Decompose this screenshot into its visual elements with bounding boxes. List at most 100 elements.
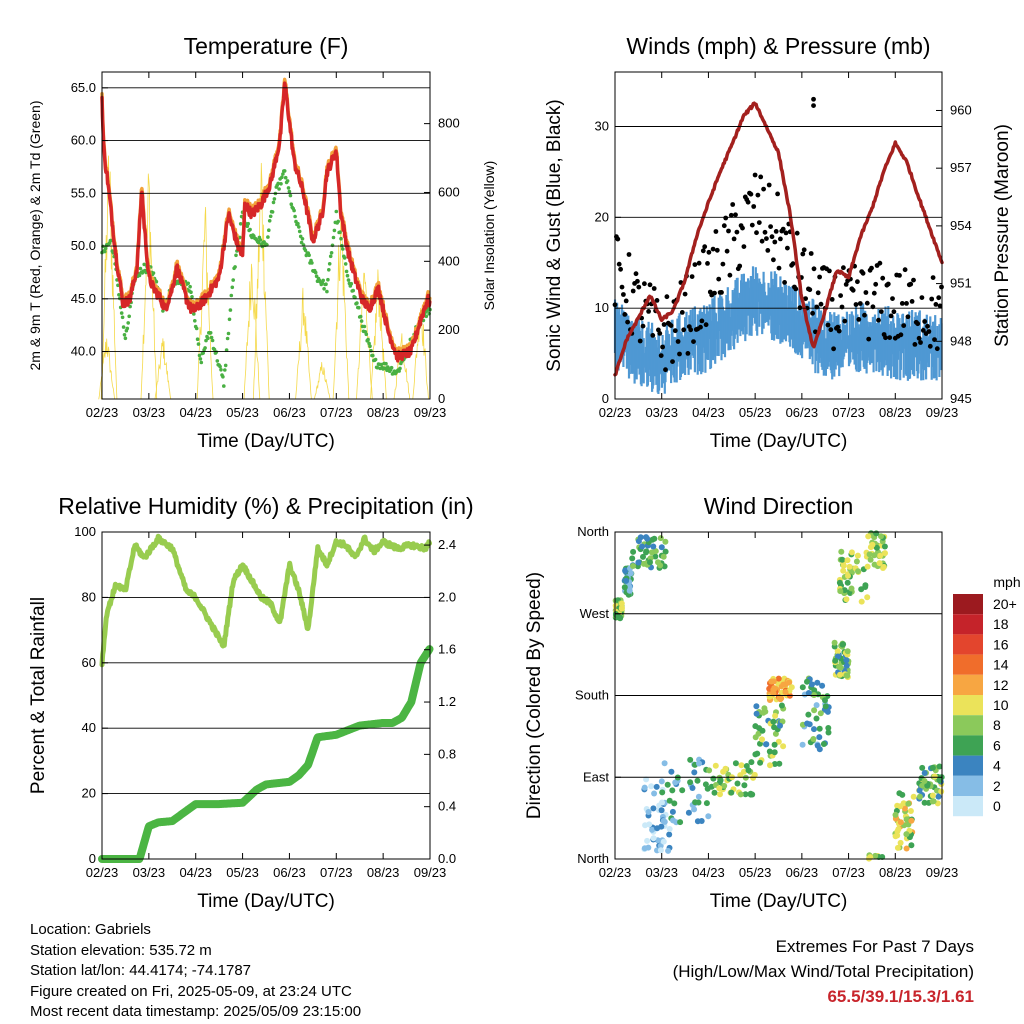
wind-direction-point (662, 548, 669, 555)
x-tick-label-0-5: 07/23 (320, 405, 353, 420)
wind-direction-point (671, 800, 678, 807)
legend-swatch-8 (953, 755, 983, 776)
gust-point (773, 229, 779, 234)
wind-direction-point (691, 806, 698, 813)
dewpoint-point (379, 362, 384, 367)
legend-label-5: 10 (993, 697, 1009, 713)
dewpoint-point (193, 319, 197, 323)
wind-direction-point (665, 847, 672, 854)
gust-point (768, 224, 773, 230)
wind-direction-point (777, 722, 783, 729)
dewpoint-point (368, 344, 372, 349)
solar-insolation-0 (98, 338, 115, 400)
wind-direction-point (666, 826, 673, 832)
wind-direction-point (780, 743, 787, 750)
dewpoint-point (199, 360, 204, 365)
wind-direction-point (761, 705, 768, 712)
wind-direction-point (930, 798, 937, 805)
chart-title-2: Relative Humidity (%) & Precipitation (i… (58, 493, 473, 519)
gust-point (616, 261, 622, 267)
gust-point (778, 236, 783, 242)
dewpoint-point (229, 293, 234, 298)
y-axis-label-0: 2m & 9m T (Red, Orange) & 2m Td (Green) (27, 101, 43, 371)
gust-point (640, 323, 646, 329)
wind-direction-point (650, 835, 657, 842)
dewpoint-point (355, 301, 359, 305)
gust-point (663, 367, 668, 373)
gust-point (692, 262, 698, 267)
gust-point (710, 246, 716, 252)
gust-point (841, 265, 846, 271)
gust-point (783, 230, 789, 236)
wind-direction-point (910, 793, 917, 800)
gust-point (915, 321, 921, 327)
wind-direction-point (901, 805, 908, 812)
dewpoint-point (219, 368, 223, 372)
dewpoint-point (285, 179, 290, 183)
wind-direction-point (652, 553, 659, 560)
gust-point (705, 261, 710, 266)
dewpoint-point (248, 227, 252, 232)
precipitation-line (98, 645, 434, 863)
y2-tick-label-2-1: 0.4 (438, 799, 456, 814)
wind-direction-point (695, 793, 702, 800)
dewpoint-point (358, 314, 363, 319)
gust-point (853, 302, 859, 307)
gust-point (877, 260, 883, 266)
gust-point (765, 248, 771, 253)
wind-direction-point (771, 741, 778, 748)
wind-direction-point (831, 639, 838, 646)
gust-point (731, 236, 737, 242)
gust-point (696, 260, 702, 266)
gust-point (658, 353, 664, 358)
wind-direction-point (658, 807, 665, 814)
solar-insolation-10 (356, 272, 373, 400)
wind-direction-point (694, 818, 701, 825)
x-tick-label-1-2: 04/23 (692, 405, 725, 420)
wind-direction-point (899, 791, 906, 798)
gust-point (790, 261, 796, 267)
gust-point (741, 244, 747, 250)
y2-tick-label-1-4: 957 (950, 160, 972, 175)
y-tick-label-3-0: North (577, 851, 609, 866)
gust-point (642, 281, 647, 287)
gust-point (899, 301, 905, 306)
wind-direction-point (748, 759, 755, 766)
y2-tick-label-1-1: 948 (950, 333, 972, 348)
legend-swatch-5 (953, 695, 983, 716)
wind-direction-point (716, 785, 723, 792)
dewpoint-point (303, 248, 308, 253)
dewpoint-point (266, 235, 270, 239)
solar-insolation-6 (252, 162, 270, 400)
gust-point (703, 322, 709, 328)
legend-swatch-9 (953, 775, 983, 796)
legend-swatch-7 (953, 735, 983, 756)
wind-direction-point (897, 839, 904, 846)
wind-direction-point (858, 598, 865, 605)
y-tick-label-3-4: North (577, 524, 609, 539)
wind-direction-point (864, 594, 871, 601)
dewpoint-point (142, 262, 146, 267)
wind-direction-point (858, 586, 865, 593)
wind-direction-point (666, 831, 673, 838)
wind-direction-point (702, 781, 709, 788)
gust-point (843, 282, 849, 287)
gust-point (714, 247, 720, 253)
x-axis-label-1: Time (Day/UTC) (710, 431, 848, 452)
gust-point (815, 290, 821, 296)
dewpoint-point (223, 368, 227, 372)
y2-tick-label-0-0: 0 (438, 391, 445, 406)
dewpoint-point (324, 282, 328, 287)
y2-tick-label-1-0: 945 (950, 391, 972, 406)
gust-point (771, 257, 776, 263)
wind-direction-point (772, 712, 779, 719)
dewpoint-point (267, 228, 271, 232)
gust-point (916, 335, 922, 341)
wind-direction-point (936, 763, 943, 770)
gust-point (838, 293, 843, 298)
solar-insolation-5 (243, 263, 261, 400)
dewpoint-point (384, 361, 388, 366)
gust-point (930, 275, 936, 280)
wind-direction-point (846, 563, 853, 570)
y-tick-label-2-2: 40 (82, 720, 96, 735)
